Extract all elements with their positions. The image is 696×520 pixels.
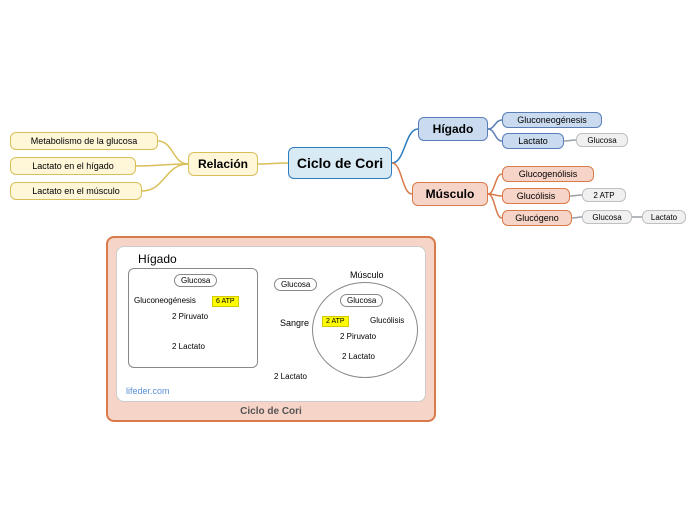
inner-glucosa-sangre: Glucosa [274, 278, 317, 291]
node-glucolisis: Glucólisis [502, 188, 570, 204]
inner-atp6: 6 ATP [212, 296, 239, 307]
inner-gluconeo: Gluconeogénesis [134, 296, 196, 305]
node-metab: Metabolismo de la glucosa [10, 132, 158, 150]
node-glucosa2: Glucosa [582, 210, 632, 224]
inner-higado-title: Hígado [138, 252, 177, 266]
node-glucosa1: Glucosa [576, 133, 628, 147]
inner-glucolisis: Glucólisis [370, 316, 404, 325]
node-higado: Hígado [418, 117, 488, 141]
node-lactato2: Lactato [642, 210, 686, 224]
node-glucogenol: Glucogenólisis [502, 166, 594, 182]
panel-caption: Ciclo de Cori [106, 406, 436, 417]
inner-source: lifeder.com [126, 386, 170, 396]
inner-musculo-title: Músculo [350, 270, 384, 280]
inner-glucosa-hig: Glucosa [174, 274, 217, 287]
inner-lactato-mus: 2 Lactato [342, 352, 375, 361]
node-lact_mus: Lactato en el músculo [10, 182, 142, 200]
node-gluconeo: Gluconeogénesis [502, 112, 602, 128]
inner-sangre: Sangre [280, 318, 309, 328]
inner-lactato-hig: 2 Lactato [172, 342, 205, 351]
node-glucogeno: Glucógeno [502, 210, 572, 226]
inner-piruvato-mus: 2 Piruvato [340, 332, 376, 341]
node-lactato: Lactato [502, 133, 564, 149]
inner-lactato-sangre: 2 Lactato [274, 372, 307, 381]
inner-glucosa-mus: Glucosa [340, 294, 383, 307]
node-atp2: 2 ATP [582, 188, 626, 202]
inner-atp2: 2 ATP [322, 316, 349, 327]
node-center: Ciclo de Cori [288, 147, 392, 179]
node-lact_hig: Lactato en el hígado [10, 157, 136, 175]
node-musculo: Músculo [412, 182, 488, 206]
inner-piruvato-hig: 2 Piruvato [172, 312, 208, 321]
node-relacion: Relación [188, 152, 258, 176]
